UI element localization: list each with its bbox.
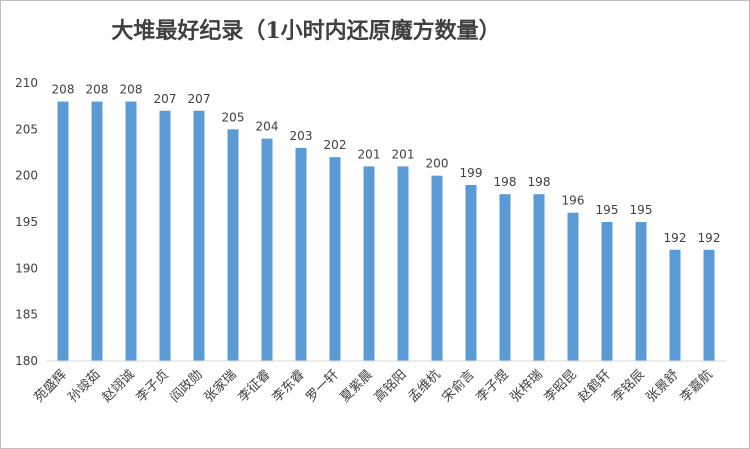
x-tick-label: 张梓瑞	[508, 367, 546, 405]
bar	[159, 110, 171, 361]
chart-title: 大堆最好纪录（1小时内还原魔方数量）	[111, 18, 500, 44]
data-label: 203	[290, 129, 313, 143]
data-label: 201	[392, 147, 415, 161]
y-tick-label: 210	[15, 76, 38, 90]
x-tick-label: 张家瑞	[201, 367, 240, 406]
bar	[329, 157, 341, 361]
bar	[703, 249, 715, 361]
bar	[431, 175, 443, 361]
data-label: 196	[562, 194, 585, 208]
x-tick-label: 李子贞	[134, 367, 172, 405]
bars	[57, 101, 715, 362]
bar	[91, 101, 103, 362]
x-tick-label: 孙竣茹	[66, 367, 104, 405]
bar	[125, 101, 137, 362]
data-label: 208	[120, 83, 143, 97]
data-label: 195	[596, 203, 619, 217]
x-tick-label: 李东睿	[270, 367, 308, 405]
x-tick-label: 罗一轩	[304, 367, 342, 405]
data-label: 192	[664, 231, 687, 245]
bar	[465, 184, 477, 361]
data-label: 208	[86, 83, 109, 97]
data-label: 199	[460, 166, 483, 180]
data-label: 200	[426, 157, 449, 171]
x-tick-label: 赵鹤轩	[575, 367, 614, 406]
bar	[397, 166, 409, 361]
data-label: 195	[630, 203, 653, 217]
x-tick-label: 阎政勋	[168, 367, 206, 405]
bar	[635, 222, 647, 361]
x-tick-label: 高铭阳	[371, 367, 410, 406]
data-label: 192	[698, 231, 721, 245]
data-label: 201	[358, 147, 381, 161]
y-tick-label: 195	[15, 215, 38, 229]
bar	[533, 194, 545, 361]
y-axis: 180 185 190 195 200 205 210	[15, 76, 38, 368]
bar	[193, 110, 205, 361]
y-tick-label: 200	[15, 169, 38, 183]
data-label: 207	[154, 92, 177, 106]
bar	[669, 249, 681, 361]
data-labels: 208 208 208 207 207 205 204 203 202 201 201 200 199 1…	[52, 83, 721, 245]
x-tick-label: 宋俞言	[439, 367, 478, 406]
bar	[57, 101, 69, 362]
y-tick-label: 180	[15, 354, 38, 368]
x-tick-label: 李子煜	[474, 367, 512, 405]
x-tick-label: 李嘉航	[677, 367, 716, 406]
bar	[601, 222, 613, 361]
data-label: 198	[494, 175, 517, 189]
bar	[567, 212, 579, 361]
x-tick-label: 孟维杭	[406, 367, 444, 405]
data-label: 198	[528, 175, 551, 189]
y-tick-label: 190	[15, 261, 38, 275]
bar	[295, 147, 307, 361]
data-label: 202	[324, 138, 347, 152]
bar	[499, 194, 511, 361]
x-tick-label: 李征睿	[236, 367, 274, 405]
data-label: 208	[52, 83, 75, 97]
bar	[261, 138, 273, 361]
y-tick-label: 185	[15, 308, 38, 322]
data-label: 205	[222, 110, 245, 124]
y-tick-label: 205	[15, 122, 38, 136]
x-tick-label: 夏紫晨	[338, 367, 376, 405]
x-tick-label: 李铭辰	[610, 367, 648, 405]
x-tick-label: 李昭昆	[542, 367, 580, 405]
x-tick-label: 张景舒	[644, 367, 682, 405]
x-tick-label: 苑盛辉	[32, 367, 70, 405]
data-label: 204	[256, 120, 279, 134]
data-label: 207	[188, 92, 211, 106]
bar	[227, 129, 239, 361]
x-tick-label: 赵翊诚	[100, 367, 138, 405]
x-axis: 苑盛辉孙竣茹赵翊诚李子贞阎政勋张家瑞李征睿李东睿罗一轩夏紫晨高铭阳孟维杭宋俞言李…	[32, 360, 726, 406]
bar	[363, 166, 375, 361]
